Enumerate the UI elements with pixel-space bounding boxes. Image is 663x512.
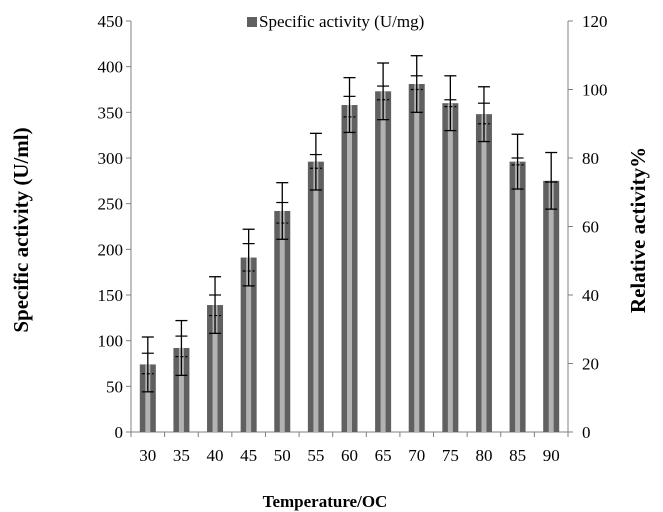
- y2-tick-label: 80: [582, 149, 599, 168]
- y-tick-label: 50: [106, 377, 123, 396]
- y-tick-label: 0: [115, 423, 124, 442]
- x-tick-label: 55: [307, 446, 324, 465]
- bar-highlight: [347, 105, 352, 432]
- x-tick-label: 40: [207, 446, 224, 465]
- y2-tick-label: 60: [582, 218, 599, 237]
- bar-highlight: [414, 84, 420, 433]
- y2-tick-label: 40: [582, 286, 599, 305]
- y-tick-label: 450: [98, 12, 124, 31]
- x-tick-label: 65: [375, 446, 392, 465]
- x-tick-label: 85: [509, 446, 526, 465]
- error-bars: [141, 55, 558, 393]
- legend-label: Specific activity (U/mg): [259, 12, 424, 31]
- y-tick-label: 100: [98, 332, 124, 351]
- x-tick-label: 60: [341, 446, 358, 465]
- y-tick-label: 400: [98, 58, 124, 77]
- x-tick-label: 30: [139, 446, 156, 465]
- legend-swatch: [247, 17, 257, 27]
- x-axis-title: Temperature/OC: [263, 492, 388, 511]
- bar-highlight: [313, 161, 319, 433]
- bar-highlight: [279, 210, 285, 432]
- y-tick-label: 350: [98, 103, 124, 122]
- y2-tick-label: 0: [582, 423, 591, 442]
- x-tick-label: 75: [442, 446, 459, 465]
- y2-tick-label: 120: [582, 12, 608, 31]
- bar-highlight: [246, 257, 252, 432]
- bar-highlight: [548, 180, 554, 432]
- x-tick-label: 80: [475, 446, 492, 465]
- y2-axis-title: Relative activity%: [626, 147, 650, 313]
- bar-highlight: [447, 103, 453, 432]
- x-tick-label: 90: [543, 446, 560, 465]
- ticks: 0 50 100 150 200 250 300 350 400 450 0 20 40 60 80 100 1…: [98, 12, 608, 465]
- bar-highlight: [178, 347, 184, 432]
- bar-highlight: [145, 364, 151, 432]
- bar-highlight: [515, 161, 521, 433]
- bar-highlight: [481, 114, 487, 432]
- legend: Specific activity (U/mg): [247, 12, 424, 31]
- y-tick-label: 150: [98, 286, 124, 305]
- bars: [139, 84, 560, 433]
- y-tick-label: 200: [98, 240, 124, 259]
- x-tick-label: 35: [173, 446, 190, 465]
- y2-tick-label: 100: [582, 81, 608, 100]
- y-tick-label: 300: [98, 149, 124, 168]
- x-tick-label: 50: [274, 446, 291, 465]
- y-tick-label: 250: [98, 195, 124, 214]
- bar-highlight: [212, 305, 218, 432]
- x-tick-label: 70: [408, 446, 425, 465]
- bar-highlight: [380, 91, 386, 433]
- x-tick-label: 45: [240, 446, 257, 465]
- y-axis-title: Specific activity (U/ml): [9, 127, 33, 332]
- y2-tick-label: 20: [582, 355, 599, 374]
